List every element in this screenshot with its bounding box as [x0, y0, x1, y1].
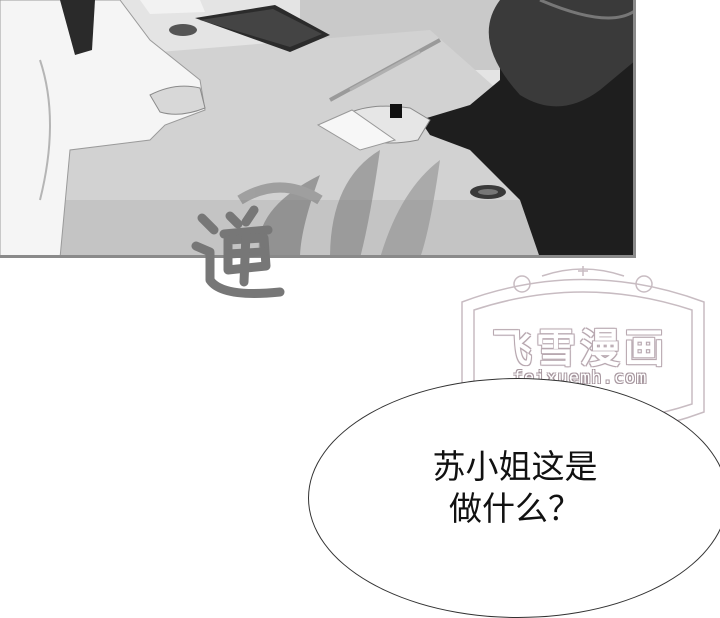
watermark-title: 飞雪漫画	[492, 326, 668, 372]
speech-line-1: 苏小姐这是	[432, 447, 598, 486]
speech-bubble-text: 苏小姐这是 做什么？	[400, 446, 630, 530]
document	[316, 109, 397, 151]
doctor-figure	[0, 0, 206, 255]
speech-line-2: 做什么？	[449, 489, 581, 528]
comic-panel-office-scene	[0, 0, 636, 258]
plant-foreground	[237, 150, 440, 255]
office-scene-illustration	[0, 0, 633, 255]
sound-effect-glyph: 递	[191, 205, 285, 298]
mouse	[169, 24, 197, 36]
